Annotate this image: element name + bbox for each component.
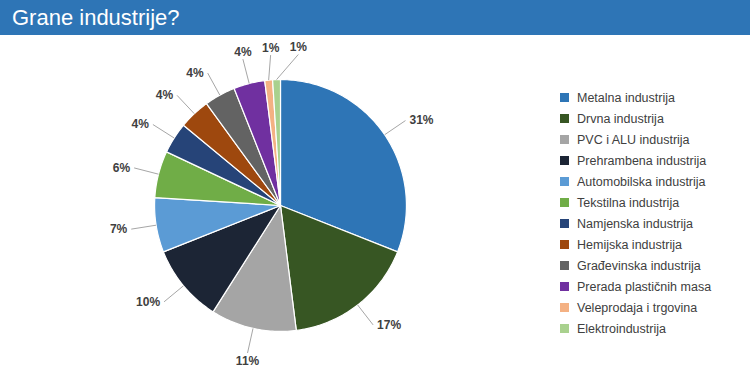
html-text:Veleprodaja i trgovina: Veleprodaja i trgovina <box>577 300 698 315</box>
html-text:PVC i ALU industrija: PVC i ALU industrija <box>577 132 690 147</box>
svg-text:4%: 4% <box>234 45 252 59</box>
html-text:Metalna industrija: Metalna industrija <box>577 90 675 105</box>
html-text:Građevinska industrija: Građevinska industrija <box>577 258 701 273</box>
svg-text:4%: 4% <box>132 117 150 131</box>
svg-text:17%: 17% <box>377 318 401 332</box>
html-text:Drvna industrija: Drvna industrija <box>577 111 664 126</box>
svg-text:1%: 1% <box>290 40 308 54</box>
svg-text:31%: 31% <box>409 113 433 127</box>
svg-text:1%: 1% <box>262 41 280 55</box>
html-text:Tekstilna industrija: Tekstilna industrija <box>577 195 680 210</box>
html-text:Automobilska industrija: Automobilska industrija <box>577 174 706 189</box>
svg-text:6%: 6% <box>113 161 131 175</box>
svg-text:11%: 11% <box>236 353 260 367</box>
svg-text:10%: 10% <box>136 295 160 309</box>
html-text:Grane industrije?: Grane industrije? <box>12 5 180 30</box>
html-text:Prehrambena industrija: Prehrambena industrija <box>577 153 707 168</box>
svg-text:7%: 7% <box>110 222 128 236</box>
svg-text:4%: 4% <box>156 88 174 102</box>
html-text:Prerada plastičnih masa: Prerada plastičnih masa <box>577 279 712 294</box>
html-text:Namjenska industrija: Namjenska industrija <box>577 216 693 231</box>
html-text:Elektroindustrija: Elektroindustrija <box>577 321 666 336</box>
svg-text:4%: 4% <box>186 66 204 80</box>
html-text:Hemijska industrija: Hemijska industrija <box>577 237 682 252</box>
